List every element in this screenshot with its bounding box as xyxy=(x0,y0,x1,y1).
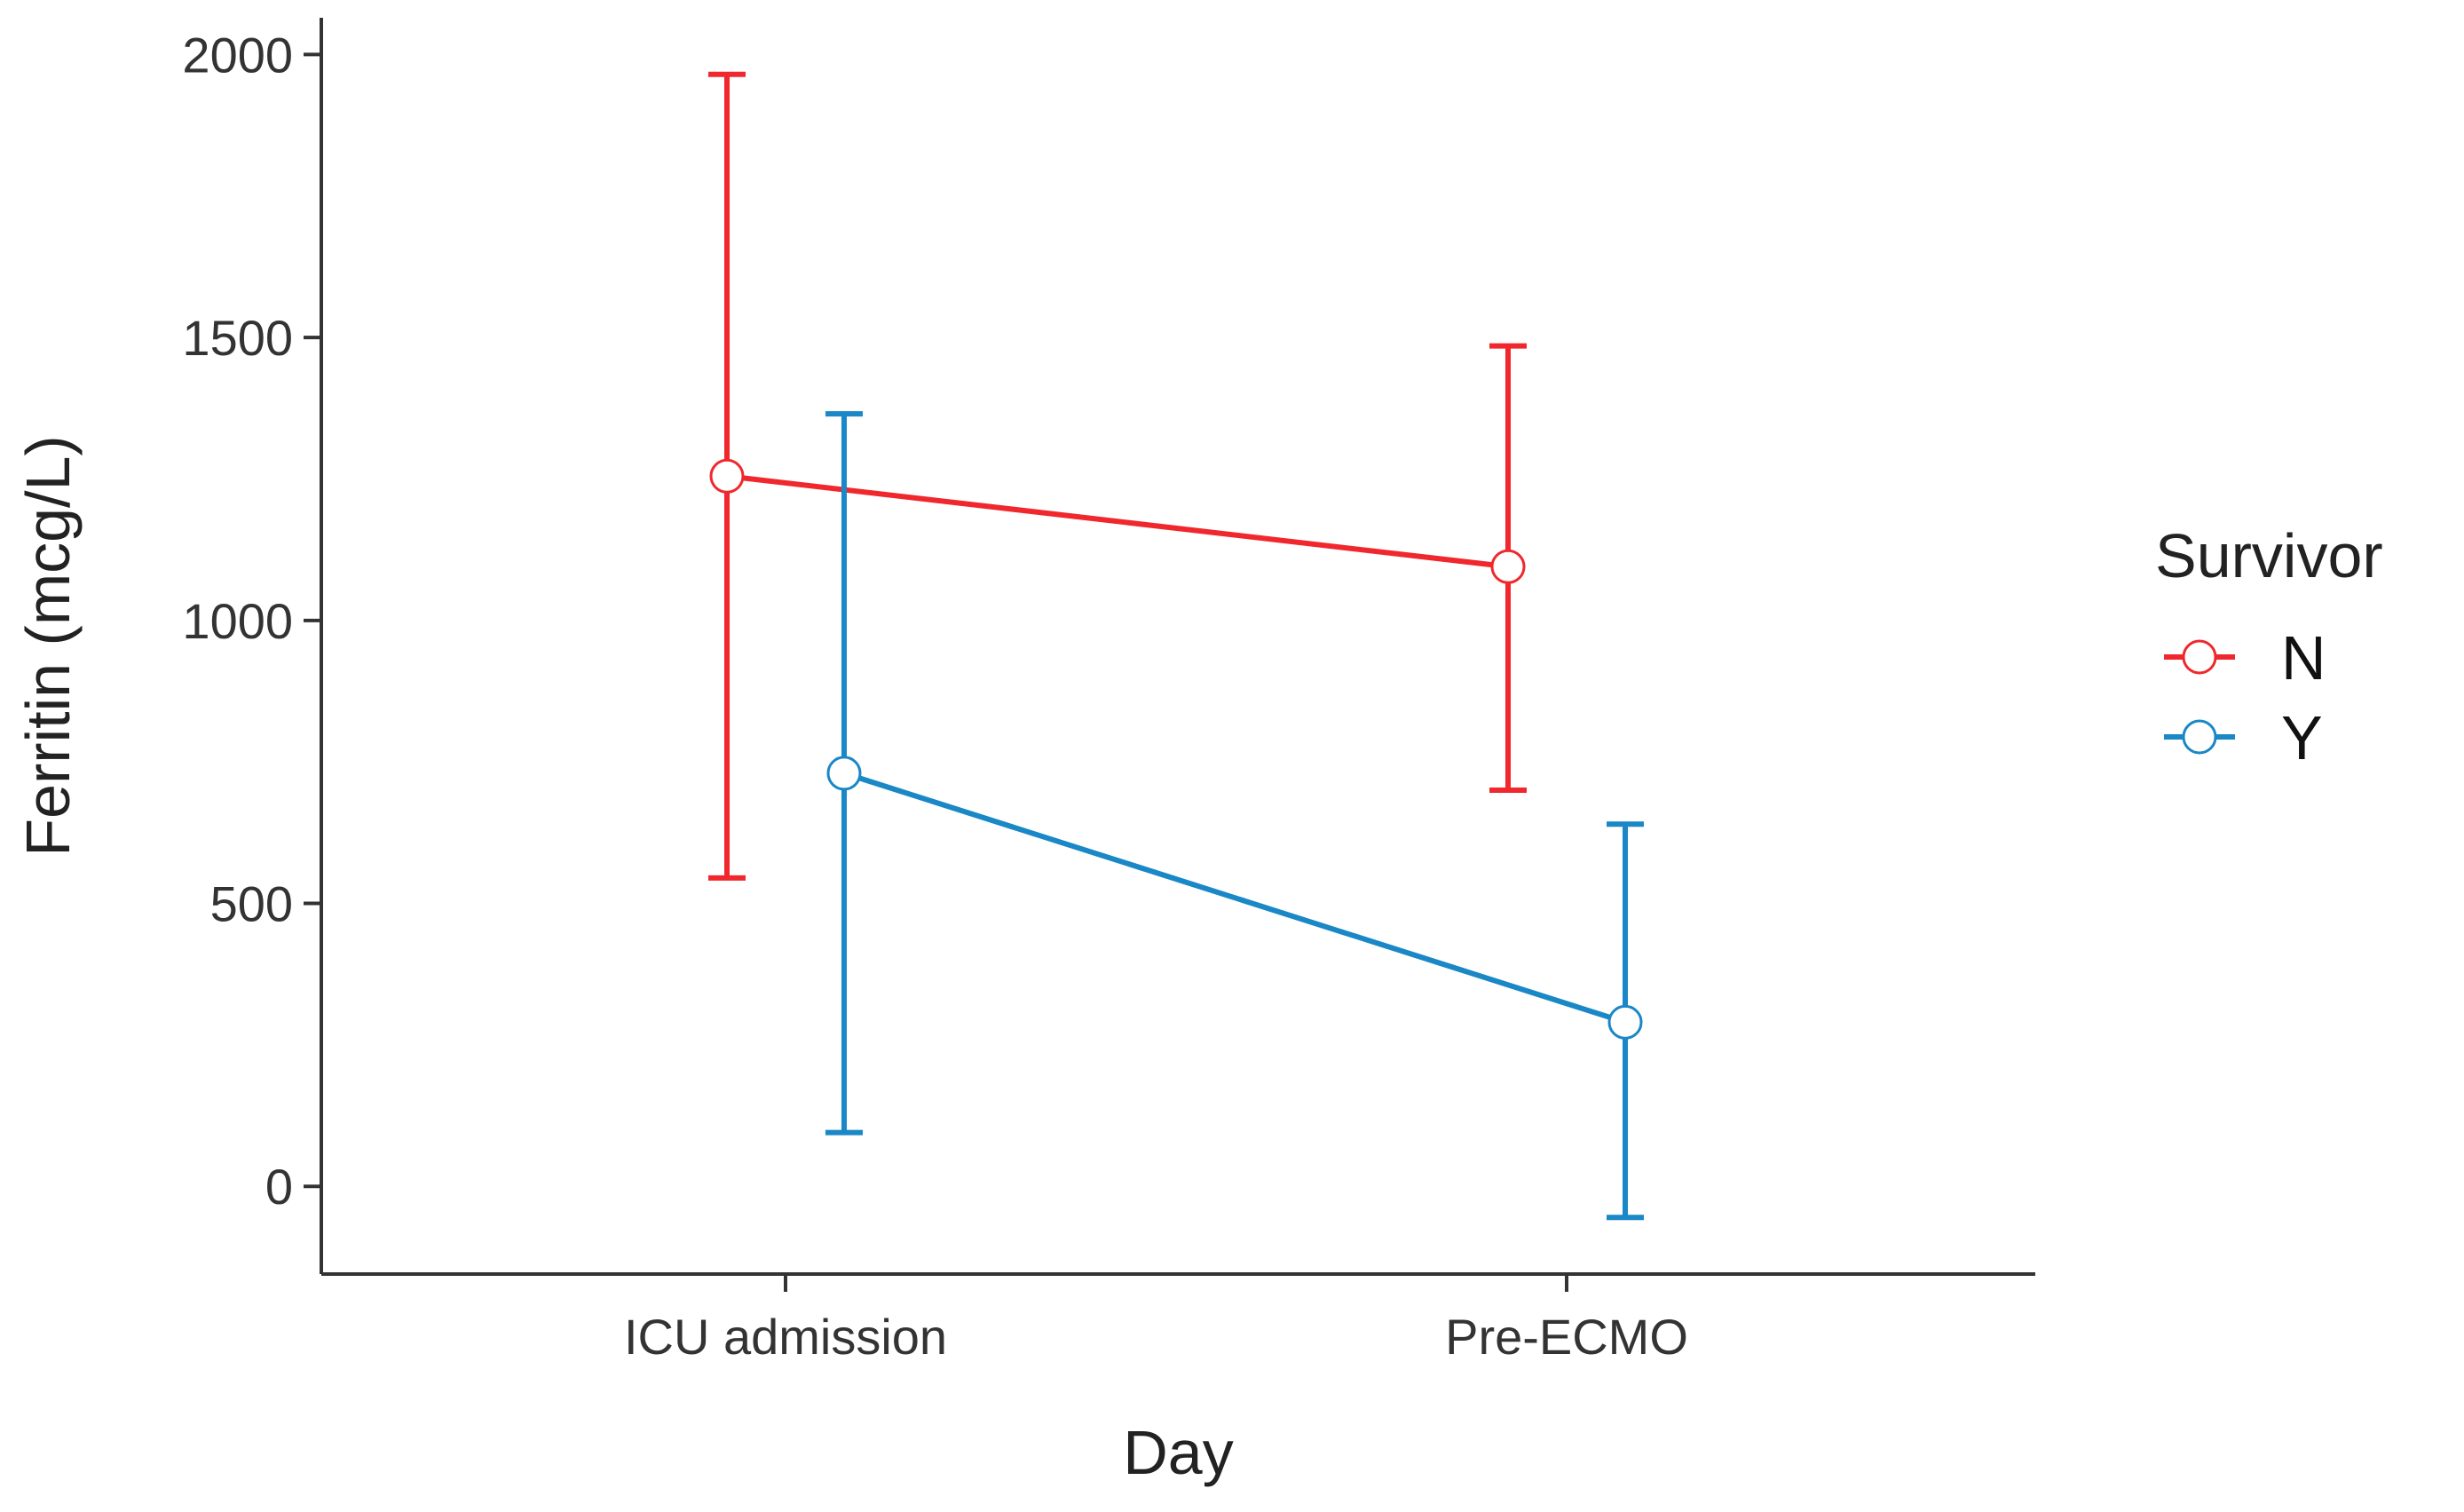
x-tick-label: Pre-ECMO xyxy=(1445,1309,1688,1365)
x-axis-ticks: ICU admission Pre-ECMO xyxy=(624,1274,1688,1365)
x-axis-title: Day xyxy=(1123,1418,1233,1487)
legend-label: Y xyxy=(2281,703,2323,772)
legend: Survivor NY xyxy=(2155,521,2383,772)
y-tick-label: 500 xyxy=(210,876,293,932)
legend-key-point xyxy=(2182,639,2217,675)
legend-title: Survivor xyxy=(2155,521,2383,590)
legend-item-N: N xyxy=(2164,623,2326,693)
axes xyxy=(320,18,2035,1276)
data-point xyxy=(709,458,745,494)
data-point xyxy=(826,756,862,791)
y-axis-title: Ferritin (mcg/L) xyxy=(13,435,83,856)
legend-key-point xyxy=(2182,719,2217,755)
y-tick-label: 2000 xyxy=(182,27,293,83)
series-layer xyxy=(708,71,1644,1221)
series-Y xyxy=(825,411,1644,1221)
series-line xyxy=(843,771,1626,1025)
legend-label: N xyxy=(2281,623,2326,693)
y-axis-ticks: 0 500 1000 1500 2000 xyxy=(182,27,321,1215)
y-tick-label: 1000 xyxy=(182,593,293,649)
data-point xyxy=(1607,1004,1643,1040)
x-tick-label: ICU admission xyxy=(624,1309,947,1365)
series-N xyxy=(708,71,1527,881)
data-point xyxy=(1490,549,1526,584)
y-tick-label: 1500 xyxy=(182,310,293,366)
series-line xyxy=(726,473,1509,570)
y-tick-label: 0 xyxy=(265,1159,293,1215)
legend-item-Y: Y xyxy=(2164,703,2323,772)
